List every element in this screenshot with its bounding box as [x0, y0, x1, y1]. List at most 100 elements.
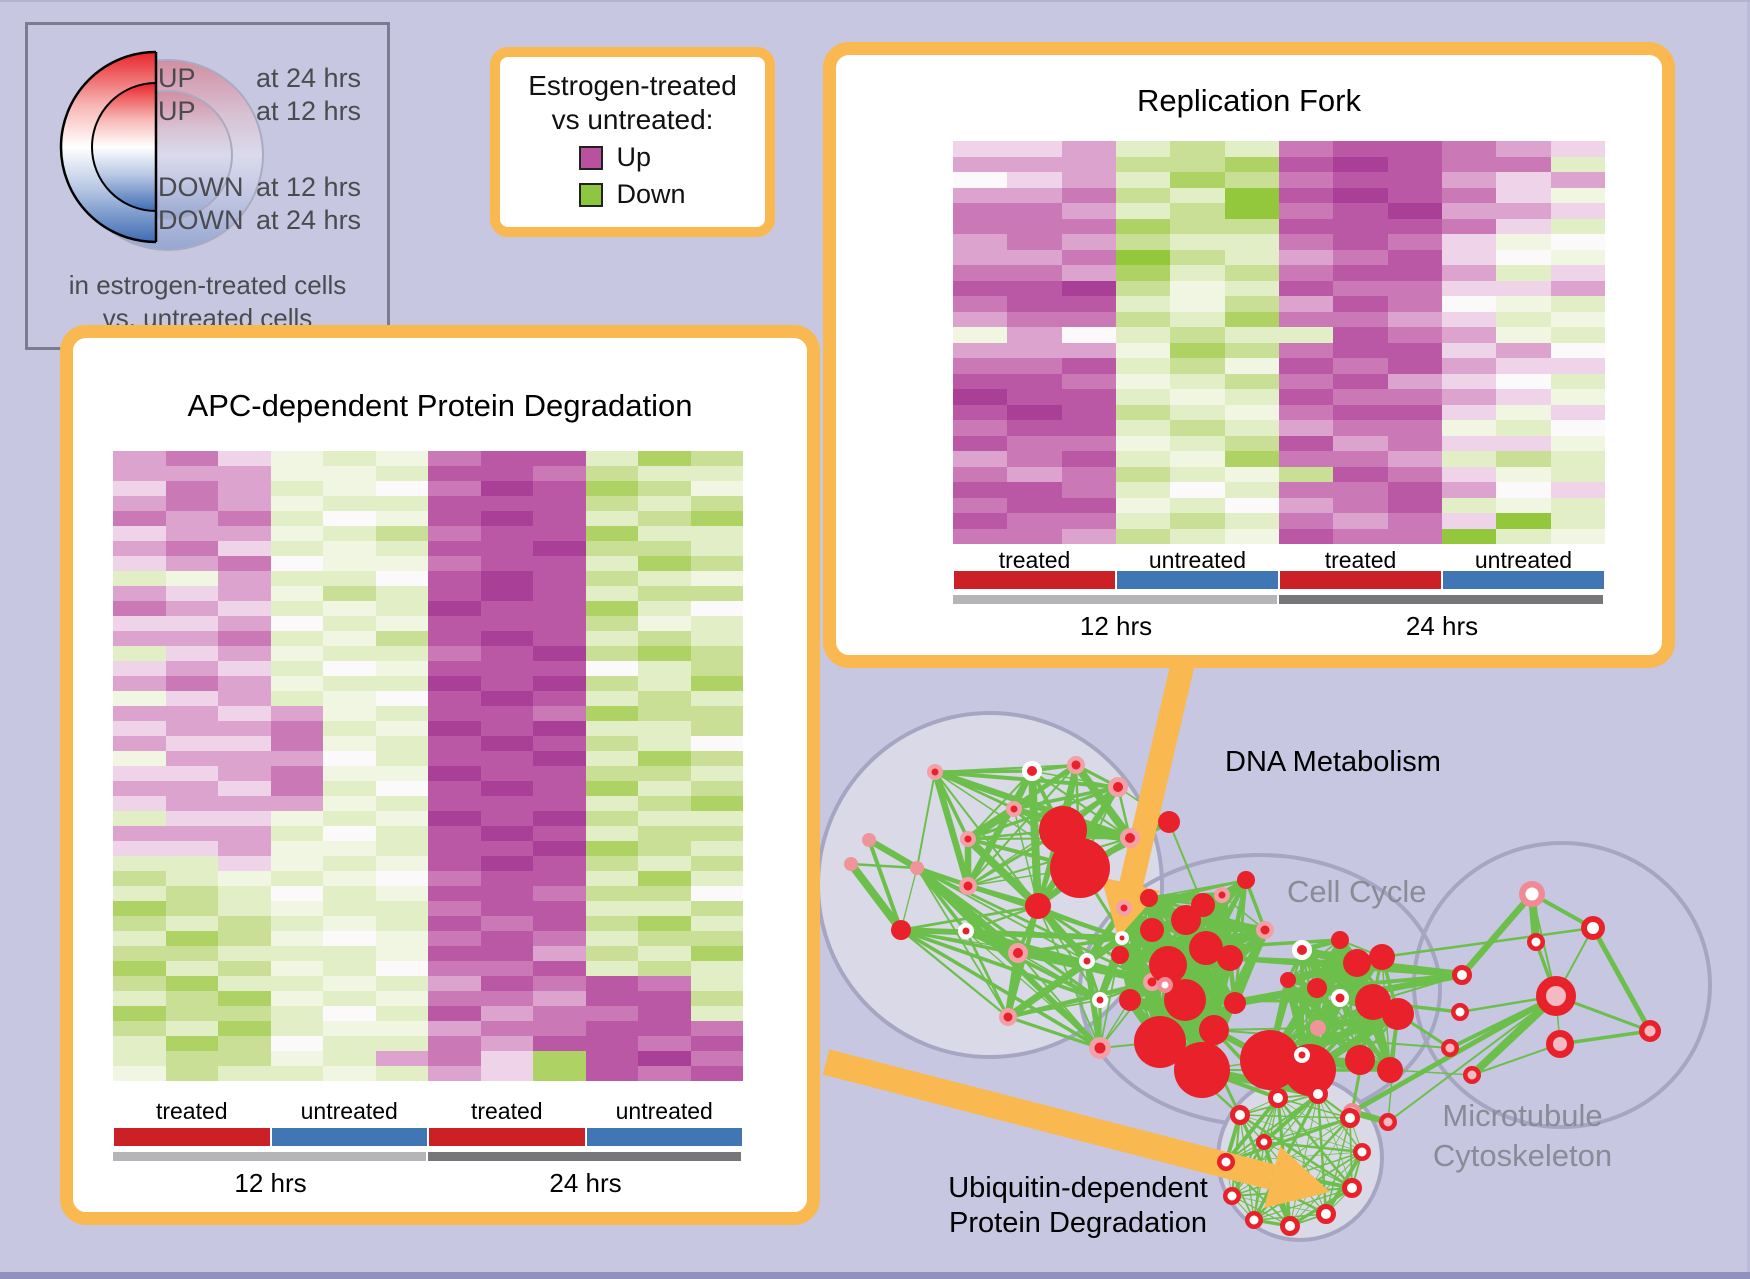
estrogen-key-legend: Estrogen-treated vs untreated: Up Down: [490, 47, 775, 237]
heatmap-cell: [1278, 373, 1334, 389]
heatmap-cell: [1278, 141, 1334, 157]
heatmap-cell: [375, 856, 428, 871]
heatmap-cell: [690, 661, 743, 676]
heatmap-cell: [480, 946, 533, 961]
heatmap-cell: [1224, 280, 1279, 296]
heatmap-cell: [690, 796, 743, 811]
network-edge: [1224, 1096, 1280, 1164]
network-edge: [934, 764, 1077, 773]
heatmap-cell: [1115, 513, 1171, 529]
heatmap-cell: [953, 280, 1008, 296]
heatmap-cell: [428, 736, 481, 751]
heatmap-cell: [480, 721, 533, 736]
heatmap-cell: [1224, 497, 1279, 513]
heatmap-cell: [428, 931, 481, 946]
heatmap-cell: [270, 736, 323, 751]
heatmap-cell: [1496, 420, 1551, 436]
heatmap-cell: [1115, 203, 1171, 219]
up-label: Up: [616, 142, 652, 173]
heatmap-cell: [1061, 482, 1116, 498]
heatmap-cell: [1496, 156, 1551, 172]
gene-node-pinkRing-25: [1116, 900, 1132, 916]
heatmap-cell: [638, 466, 691, 481]
heatmap-cell: [1115, 420, 1171, 436]
heatmap-cell: [480, 1006, 533, 1021]
heatmap-cell: [428, 1066, 481, 1081]
heatmap-cell: [323, 1036, 376, 1051]
heatmap-cell: [533, 631, 586, 646]
heatmap-cell: [638, 1021, 691, 1036]
heatmap-cell: [270, 571, 323, 586]
heatmap-cell: [690, 556, 743, 571]
heatmap-cell: [585, 721, 638, 736]
heatmap-cell: [1007, 187, 1062, 203]
heatmap-cell: [953, 513, 1008, 529]
heatmap-cell: [585, 991, 638, 1006]
heatmap-cell: [1007, 327, 1062, 343]
heatmap-cell: [428, 856, 481, 871]
heatmap-cell: [1550, 404, 1605, 420]
heatmap-cell: [1278, 420, 1334, 436]
heatmap-cell: [1007, 435, 1062, 451]
gene-node-red-28: [1140, 918, 1164, 942]
heatmap-cell: [218, 556, 271, 571]
heatmap-cell: [1170, 373, 1225, 389]
heatmap-cell: [375, 616, 428, 631]
heatmap-cell: [953, 234, 1008, 250]
heatmap-cell: [690, 736, 743, 751]
heatmap-cell: [480, 811, 533, 826]
network-edge: [867, 837, 919, 871]
heatmap-cell: [690, 706, 743, 721]
heatmap-cell: [165, 721, 218, 736]
heatmap-cell: [1441, 389, 1497, 405]
heatmap-cell: [428, 481, 481, 496]
network-edge: [1004, 952, 1022, 1018]
heatmap-cell: [638, 706, 691, 721]
heatmap-cell: [690, 646, 743, 661]
heatmap-cell: [165, 676, 218, 691]
heatmap-cell: [533, 496, 586, 511]
heatmap-cell: [1387, 172, 1442, 188]
heatmap-cell: [1224, 249, 1279, 265]
legend-dir-down-24: DOWN: [158, 205, 244, 235]
heatmap-cell: [533, 541, 586, 556]
network-edge: [900, 867, 918, 931]
heatmap-cell: [953, 311, 1008, 327]
heatmap-cell: [638, 841, 691, 856]
heatmap-cell: [428, 451, 481, 466]
heatmap-cell: [1061, 342, 1116, 358]
heatmap-cell: [165, 796, 218, 811]
network-edge: [1325, 1117, 1351, 1215]
heatmap-cell: [375, 946, 428, 961]
network-edge: [1387, 995, 1557, 1123]
heatmap-cell: [1496, 482, 1551, 498]
gene-node-pinkDonutWhite-62: [1519, 881, 1545, 907]
heatmap-cell: [428, 721, 481, 736]
heatmap-cell: [638, 1051, 691, 1066]
heatmap-cell: [218, 451, 271, 466]
heatmap-cell: [375, 631, 428, 646]
gene-node-red-8: [1050, 838, 1110, 898]
heatmap-cell: [953, 528, 1008, 544]
gene-node-donut-64: [1527, 933, 1545, 951]
heatmap-cell: [270, 811, 323, 826]
heatmap-cell: [218, 901, 271, 916]
network-edge: [1471, 1043, 1561, 1076]
heatmap-cell: [270, 916, 323, 931]
heatmap-cell: [323, 736, 376, 751]
heatmap-cell: [1278, 389, 1334, 405]
heatmap-cell: [1496, 280, 1551, 296]
heatmap-cell: [323, 961, 376, 976]
heatmap-cell: [218, 796, 271, 811]
heatmap-cell: [480, 451, 533, 466]
heatmap-cell: [1441, 234, 1497, 250]
heatmap-cell: [1170, 404, 1225, 420]
group-label-untreated-1: untreated: [300, 1098, 398, 1124]
heatmap-cell: [480, 1051, 533, 1066]
heatmap-cell: [1115, 466, 1171, 482]
heatmap-cell: [585, 661, 638, 676]
heatmap-cell: [1224, 234, 1279, 250]
heatmap-cell: [1115, 234, 1171, 250]
heatmap-cell: [165, 1051, 218, 1066]
